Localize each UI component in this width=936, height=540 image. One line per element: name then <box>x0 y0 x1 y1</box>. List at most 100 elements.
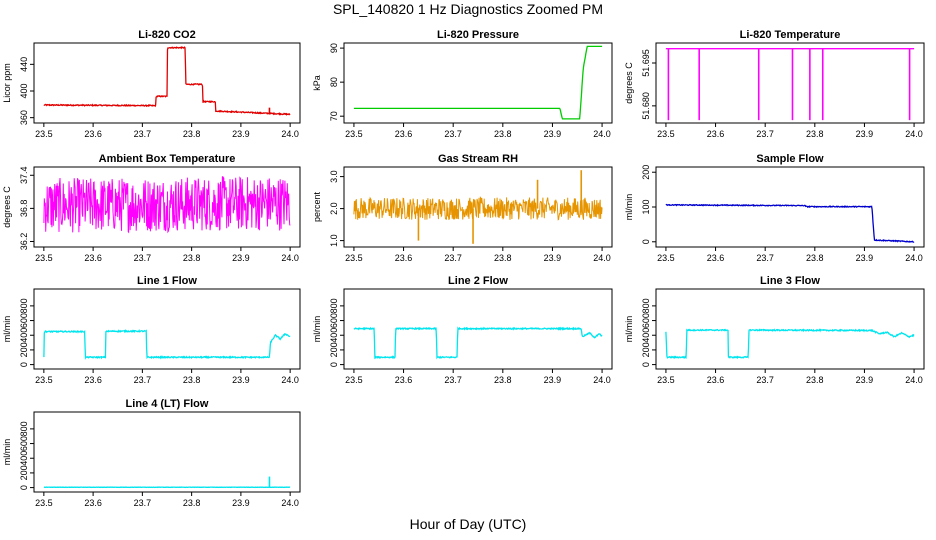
series-line <box>665 328 915 360</box>
y-axis-label: kPa <box>312 75 322 91</box>
x-tick-label: 23.8 <box>494 253 512 263</box>
x-tick-label: 23.9 <box>856 375 874 385</box>
x-tick-label: 23.5 <box>345 129 363 139</box>
y-tick-label: 800 <box>329 298 339 313</box>
x-tick-label: 23.9 <box>232 375 250 385</box>
plot-frame <box>343 288 613 370</box>
x-tick-label: 24.0 <box>905 375 923 385</box>
panel-title: Sample Flow <box>756 153 824 165</box>
x-tick-label: 23.5 <box>657 129 675 139</box>
x-tick-label: 23.5 <box>345 253 363 263</box>
series-line <box>43 46 291 116</box>
x-tick-label: 24.0 <box>281 375 299 385</box>
x-tick-label: 23.5 <box>657 253 675 263</box>
x-tick-label: 23.6 <box>395 375 413 385</box>
y-tick-label: 440 <box>19 57 29 72</box>
y-tick-label: 400 <box>329 328 339 343</box>
x-tick-label: 23.7 <box>756 253 774 263</box>
x-tick-label: 23.5 <box>345 375 363 385</box>
panel-10: Line 4 (LT) Flow 23.5 23.6 23.7 23.8 23.9 24.0… <box>2 398 301 508</box>
x-tick-label: 23.8 <box>806 129 824 139</box>
y-tick-label: 800 <box>641 298 651 313</box>
x-tick-label: 23.8 <box>806 375 824 385</box>
x-tick-label: 23.6 <box>395 253 413 263</box>
y-tick-label: 100 <box>641 199 651 214</box>
y-axis-label: ml/min <box>2 439 12 466</box>
panel-title: Line 3 Flow <box>760 275 820 287</box>
y-tick-label: 0 <box>641 362 651 367</box>
figure-title: SPL_140820 1 Hz Diagnostics Zoomed PM <box>332 1 604 17</box>
plot-frame <box>33 288 301 370</box>
x-tick-label: 23.6 <box>84 253 102 263</box>
x-tick-label: 23.7 <box>756 375 774 385</box>
y-tick-label: 36.2 <box>19 233 29 251</box>
panel-4: Ambient Box Temperature 23.5 23.6 23.7 23.8 2… <box>2 153 301 263</box>
y-tick-label: 36.8 <box>19 200 29 218</box>
x-tick-label: 23.5 <box>35 253 53 263</box>
plot-frame <box>343 166 613 248</box>
x-tick-label: 23.5 <box>35 129 53 139</box>
series-line <box>43 176 291 234</box>
y-tick-label: 800 <box>19 298 29 313</box>
plot-frame <box>655 42 925 124</box>
x-tick-label: 23.8 <box>183 253 201 263</box>
x-tick-label: 23.8 <box>183 129 201 139</box>
panel-5: Gas Stream RH 23.5 23.6 23.7 23.8 23.9 24.0 1.0… <box>312 153 613 263</box>
y-tick-label: 800 <box>19 421 29 436</box>
panel-title: Ambient Box Temperature <box>99 153 236 165</box>
x-tick-label: 23.7 <box>444 375 462 385</box>
x-tick-label: 23.6 <box>395 129 413 139</box>
panel-title: Li-820 Temperature <box>740 29 841 41</box>
series-line <box>665 203 915 243</box>
panel-title: Li-820 Pressure <box>437 29 519 41</box>
panel-2: Li-820 Pressure 23.5 23.6 23.7 23.8 23.9 24.0 7… <box>312 29 613 139</box>
y-tick-label: 600 <box>19 313 29 328</box>
y-tick-label: 0 <box>19 362 29 367</box>
panel-title: Li-820 CO2 <box>138 29 195 41</box>
plot-frame <box>33 166 301 248</box>
y-tick-label: 360 <box>19 110 29 125</box>
series-line <box>353 45 603 120</box>
y-tick-label: 600 <box>329 313 339 328</box>
y-tick-label: 51.695 <box>641 49 651 77</box>
panel-7: Line 1 Flow 23.5 23.6 23.7 23.8 23.9 24.0 0 2004… <box>2 275 301 385</box>
x-tick-label: 23.7 <box>444 253 462 263</box>
x-tick-label: 24.0 <box>281 498 299 508</box>
y-axis-label: degrees C <box>624 62 634 104</box>
x-tick-label: 23.9 <box>544 253 562 263</box>
x-tick-label: 23.6 <box>707 253 725 263</box>
x-tick-label: 24.0 <box>905 253 923 263</box>
y-axis-label: ml/min <box>2 316 12 343</box>
x-tick-label: 23.9 <box>232 129 250 139</box>
x-tick-label: 23.8 <box>183 375 201 385</box>
x-tick-label: 24.0 <box>281 253 299 263</box>
x-tick-label: 23.9 <box>232 498 250 508</box>
y-axis-label: Licor ppm <box>2 63 12 103</box>
plot-frame <box>33 42 301 124</box>
panel-1: Li-820 CO2 23.5 23.6 23.7 23.8 23.9 24.0 360 400… <box>2 29 301 139</box>
x-tick-label: 24.0 <box>593 375 611 385</box>
y-tick-label: 200 <box>19 465 29 480</box>
panel-9: Line 3 Flow 23.5 23.6 23.7 23.8 23.9 24.0 0 2004… <box>624 275 925 385</box>
x-tick-label: 23.8 <box>494 129 512 139</box>
y-tick-label: 400 <box>19 83 29 98</box>
x-tick-label: 23.9 <box>856 253 874 263</box>
y-axis-label: degrees C <box>2 186 12 228</box>
x-tick-label: 24.0 <box>593 129 611 139</box>
x-tick-label: 23.7 <box>444 129 462 139</box>
y-axis-label: ml/min <box>624 194 634 221</box>
x-tick-label: 23.9 <box>544 375 562 385</box>
y-tick-label: 200 <box>641 342 651 357</box>
plot-frame <box>343 42 613 124</box>
panel-8: Line 2 Flow 23.5 23.6 23.7 23.8 23.9 24.0 0 2004… <box>312 275 613 385</box>
y-tick-label: 1.0 <box>329 234 339 247</box>
series-line <box>353 196 603 221</box>
x-tick-label: 23.5 <box>35 375 53 385</box>
panel-3: Li-820 Temperature 23.5 23.6 23.7 23.8 23.9 24… <box>624 29 925 139</box>
y-tick-label: 400 <box>19 451 29 466</box>
plot-frame <box>655 288 925 370</box>
y-axis-label: ml/min <box>624 316 634 343</box>
y-tick-label: 2.0 <box>329 202 339 215</box>
